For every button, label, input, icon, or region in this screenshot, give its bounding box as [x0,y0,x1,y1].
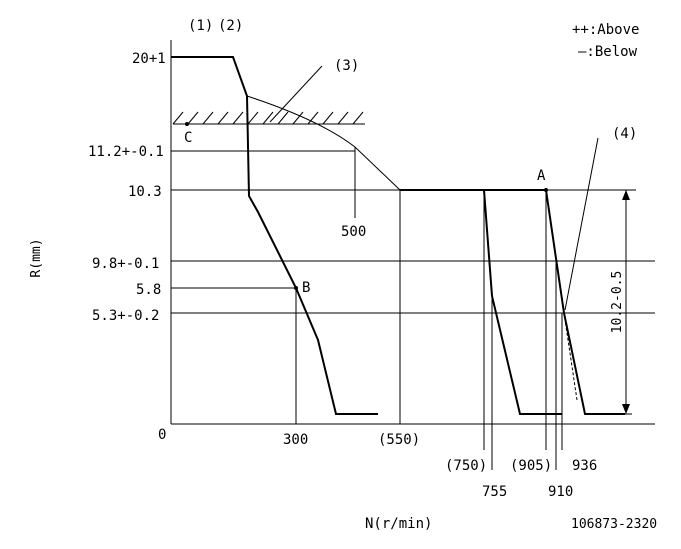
label-3: (3) [334,58,359,74]
y-tick-10-3: 10.3 [128,184,162,200]
point-b-label: B [302,280,310,296]
callout-3-leader [269,65,323,123]
callout-4-leader [564,137,599,311]
label-2: (2) [218,18,243,34]
point-a-mark [544,188,548,192]
x-tick-936: 936 [572,458,597,474]
x-tick-300: 300 [283,432,308,448]
main-curve [171,56,378,415]
x-tick-550: (550) [378,432,420,448]
dimension-label: 10.2-0.5 [610,271,625,334]
label-1: (1) [188,18,213,34]
x-tick-750: (750) [445,458,487,474]
drop-1 [483,189,562,415]
label-4: (4) [612,126,637,142]
dimension-arrow-bottom [622,404,630,414]
dimension-arrow-top [622,190,630,200]
y-tick-11-2: 11.2+-0.1 [88,144,164,160]
point-b-mark [294,286,298,290]
y-tick-5-8: 5.8 [136,282,161,298]
y-tick-20: 20+1 [132,51,166,67]
legend-below: —:Below [578,44,638,60]
point-a-label: A [537,168,546,184]
figure-id: 106873-2320 [571,517,657,532]
x-axis-title: N(r/min) [365,516,432,532]
x-tick-755: 755 [482,484,507,500]
hatched-limit [172,111,365,125]
y-axis-title: R(mm) [29,238,44,277]
y-tick-0: 0 [158,427,166,443]
x-tick-910: 910 [548,484,573,500]
point-c-label: C [184,130,192,146]
y-tick-9-8: 9.8+-0.1 [92,256,159,272]
annotation-500: 500 [341,224,366,240]
legend-above: ++:Above [572,22,639,38]
y-tick-5-3: 5.3+-0.2 [92,308,159,324]
point-c-mark [185,122,189,126]
arc-curve [246,95,401,191]
x-tick-905: (905) [510,458,552,474]
drop-2 [545,189,625,415]
